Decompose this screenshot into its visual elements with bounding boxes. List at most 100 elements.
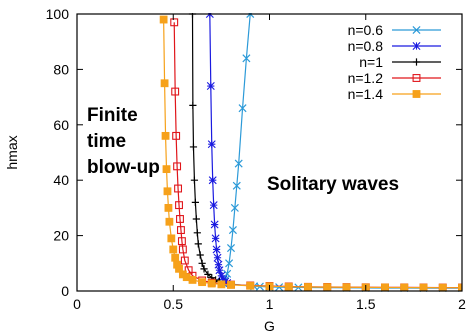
data-point-n=0.8 (210, 220, 219, 229)
data-point-n=0.6 (232, 181, 241, 190)
series-n=1 (188, 13, 224, 286)
annotation-finite-time-blow-up: blow-up (87, 157, 160, 178)
data-point-n=1.4 (246, 281, 255, 290)
data-point-n=0.6 (242, 54, 251, 63)
data-point-n=1.2 (176, 215, 184, 223)
y-axis-label: hmax (4, 135, 20, 169)
data-point-n=0.6 (228, 226, 237, 235)
series-n=0.8 (205, 13, 232, 287)
y-tick-label: 20 (53, 228, 69, 244)
data-point-n=1.4 (381, 283, 389, 292)
data-point-n=0.8 (211, 234, 220, 243)
y-tick-label: 0 (61, 283, 69, 299)
data-point-n=1.2 (171, 87, 180, 96)
annotation-layer: Finite time blow-up Solitary waves (87, 105, 399, 195)
legend-label: n=1.2 (348, 70, 384, 86)
data-point-n=1 (189, 101, 197, 110)
data-point-n=1 (200, 265, 208, 273)
data-point-n=1.4 (161, 131, 170, 140)
series-layer (159, 13, 462, 292)
x-axis-label: G (264, 318, 275, 334)
series-n=1.2 (170, 18, 462, 292)
data-point-n=0.6 (226, 244, 236, 253)
data-point-n=1 (192, 215, 200, 223)
data-point-n=1.4 (167, 234, 176, 243)
series-n=0.6 (219, 13, 462, 292)
data-point-n=1 (193, 229, 201, 237)
series-line-n=1.4-0 (163, 19, 462, 289)
data-point-n=1.4 (400, 283, 409, 292)
data-point-n=0.8 (206, 82, 215, 91)
data-point-n=1 (194, 240, 202, 248)
legend-swatch-marker (412, 90, 421, 98)
data-point-n=1.4 (188, 276, 197, 284)
data-point-n=1.2 (180, 256, 189, 265)
data-point-n=1.2 (178, 245, 187, 254)
y-tick-label: 60 (53, 117, 69, 133)
series-n=1.4 (159, 15, 462, 292)
legend-item-n=0.8: n=0.8 (348, 38, 441, 54)
y-tick-label: 100 (46, 6, 70, 22)
data-point-n=0.8 (213, 253, 222, 262)
legend-item-n=1.2: n=1.2 (348, 70, 441, 86)
data-point-n=1.4 (162, 165, 171, 174)
data-point-n=0.8 (214, 260, 223, 269)
legend-item-n=0.6: n=0.6 (348, 22, 441, 38)
data-point-n=1.2 (173, 162, 182, 171)
data-point-n=1.4 (304, 283, 312, 291)
data-point-n=1.4 (169, 245, 178, 254)
data-point-n=0.6 (238, 104, 247, 113)
data-point-n=0.8 (207, 140, 216, 149)
legend-label: n=0.8 (348, 38, 384, 54)
y-tick-label: 80 (53, 61, 69, 77)
data-point-n=1.4 (164, 204, 173, 212)
data-point-n=0.6 (230, 203, 239, 212)
annotation-finite-time-blow-up: Finite (87, 105, 138, 126)
data-point-n=0.8 (217, 271, 226, 280)
legend-label: n=1.4 (348, 86, 384, 102)
data-point-n=1.2 (172, 131, 181, 140)
data-point-n=1.4 (342, 283, 351, 292)
data-point-n=0.6 (234, 159, 243, 168)
x-tick-label: 1 (266, 296, 274, 312)
legend-swatch-marker (412, 42, 421, 50)
annotation-solitary-waves: Solitary waves (267, 174, 399, 195)
data-point-n=0.8 (212, 245, 221, 254)
series-line-n=0.6-0 (222, 13, 251, 284)
data-point-n=1.2 (175, 201, 183, 210)
data-point-n=0.6 (225, 259, 234, 268)
data-point-n=1.2 (174, 184, 183, 193)
data-point-n=1 (190, 176, 199, 184)
data-point-n=1.4 (227, 281, 235, 289)
legend: n=0.6n=0.8n=1n=1.2n=1.4 (348, 22, 441, 102)
legend-item-n=1: n=1 (359, 54, 441, 70)
data-point-n=1.4 (419, 283, 428, 292)
data-point-n=1 (196, 251, 204, 259)
data-point-n=1.4 (217, 280, 226, 289)
x-tick-label: 0.5 (164, 296, 184, 312)
legend-swatch-marker (412, 25, 421, 35)
data-point-n=0.8 (209, 201, 218, 210)
data-point-n=1.4 (438, 283, 447, 292)
plot-frame (76, 13, 463, 292)
data-point-n=1.4 (159, 15, 168, 24)
y-tick-label: 40 (53, 172, 69, 188)
legend-swatch-marker (412, 74, 421, 82)
data-point-n=1 (198, 259, 206, 267)
data-point-n=1.4 (207, 279, 216, 288)
legend-swatch-marker (412, 58, 421, 66)
data-point-n=1.4 (171, 253, 180, 262)
data-point-n=1.4 (198, 278, 207, 287)
data-point-n=0.8 (208, 176, 217, 185)
annotation-finite-time-blow-up: time (87, 131, 126, 152)
data-point-n=1.4 (160, 79, 169, 88)
data-point-n=0.8 (215, 266, 224, 275)
data-point-n=1.2 (177, 226, 185, 235)
data-point-n=1 (191, 198, 199, 206)
data-point-n=1.4 (163, 187, 172, 196)
data-point-n=1 (204, 270, 212, 278)
x-tick-label: 0 (73, 296, 81, 312)
x-tick-label: 2 (458, 296, 466, 312)
